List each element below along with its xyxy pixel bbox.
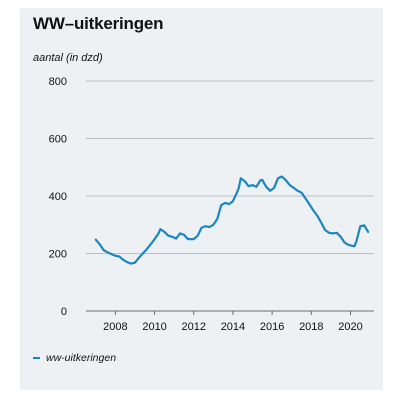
chart-panel [20, 8, 383, 390]
y-tick-label: 400 [49, 191, 67, 203]
x-tick-label: 2008 [103, 321, 127, 333]
y-axis-label: aantal (in dzd) [33, 52, 103, 64]
series-line-0 [94, 175, 370, 265]
legend: ww-uitkeringen [33, 352, 116, 364]
chart-title: WW–uitkeringen [33, 14, 164, 33]
y-tick-label: 800 [49, 76, 67, 88]
x-tick-label: 2010 [142, 321, 166, 333]
x-tick-label: 2020 [338, 321, 362, 333]
y-tick-label: 0 [61, 306, 67, 318]
x-tick-label: 2012 [182, 321, 206, 333]
y-tick-label: 600 [49, 134, 67, 146]
x-tick-label: 2018 [299, 321, 323, 333]
x-tick-label: 2014 [221, 321, 245, 333]
legend-label: ww-uitkeringen [46, 352, 117, 364]
y-tick-label: 200 [49, 249, 67, 261]
x-tick-label: 2016 [260, 321, 284, 333]
legend-swatch [33, 357, 40, 359]
